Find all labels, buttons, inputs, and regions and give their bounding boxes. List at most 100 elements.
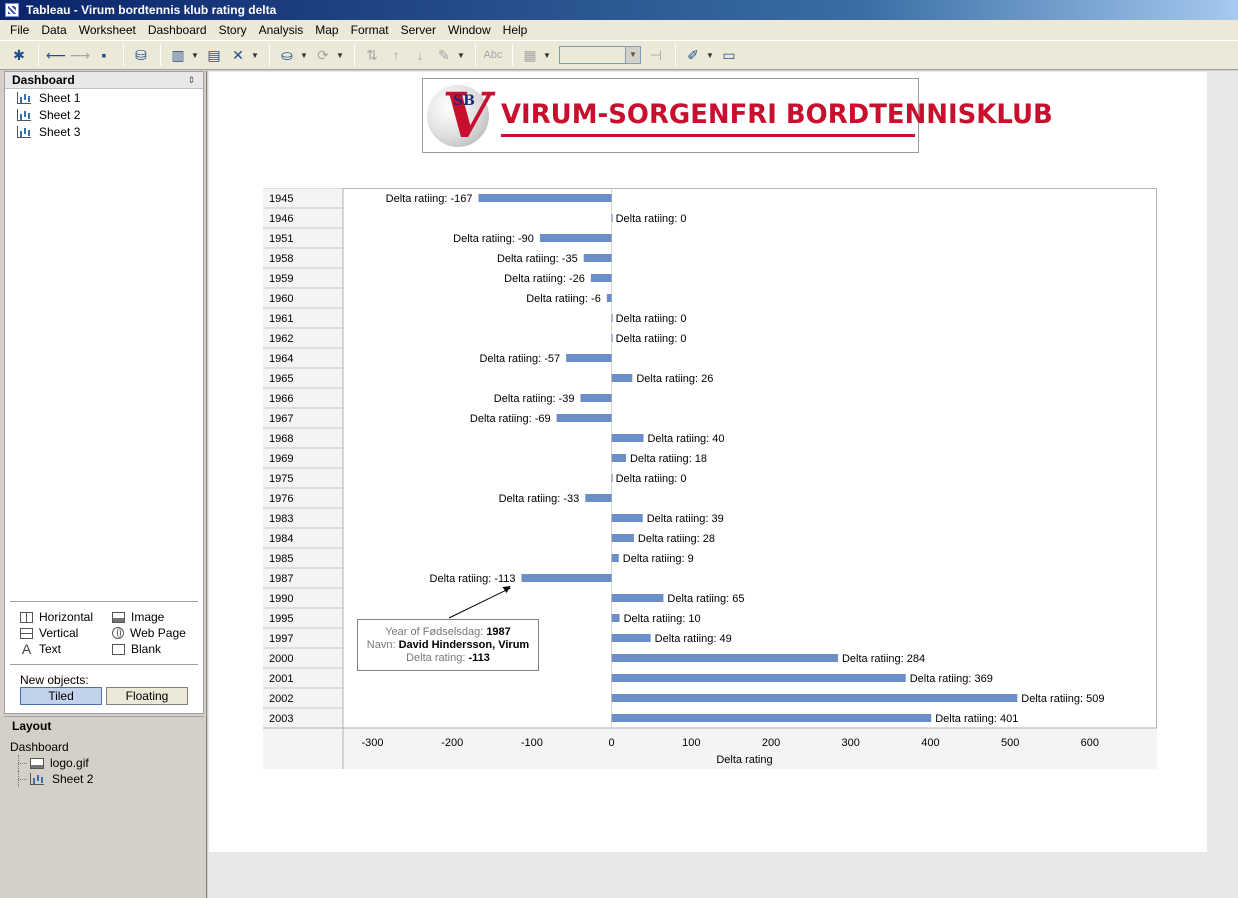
- bar[interactable]: [611, 454, 626, 462]
- bar[interactable]: [611, 334, 613, 342]
- row-label-year: 1961: [269, 313, 293, 325]
- object-text[interactable]: A Text: [20, 641, 61, 657]
- new-data-source-icon[interactable]: ⛁: [135, 46, 147, 63]
- bar[interactable]: [611, 594, 664, 602]
- pause-updates-icon[interactable]: ⛀: [281, 46, 293, 63]
- delta-rating-bar-chart[interactable]: 1945 Delta ratiing: -167 1946 Delta ratiing…: [263, 188, 1157, 769]
- duplicate-sheet-icon[interactable]: ▤: [207, 46, 221, 63]
- menu-file[interactable]: File: [10, 23, 30, 37]
- bar[interactable]: [585, 494, 612, 502]
- menu-story[interactable]: Story: [218, 23, 247, 37]
- menu-worksheet[interactable]: Worksheet: [78, 23, 136, 37]
- bar[interactable]: [583, 254, 612, 262]
- dropdown-caret-icon[interactable]: ▼: [336, 50, 344, 60]
- bar[interactable]: [611, 634, 651, 642]
- pin-icon[interactable]: ⊣: [649, 46, 663, 63]
- menu-server[interactable]: Server: [400, 23, 436, 37]
- bar[interactable]: [611, 514, 643, 522]
- text-object-icon: A: [21, 641, 32, 657]
- fit-icon[interactable]: ▦: [523, 46, 537, 63]
- object-vertical[interactable]: Vertical: [20, 625, 78, 641]
- x-axis-title: Delta rating: [716, 754, 772, 766]
- forward-arrow-icon[interactable]: ⟶: [69, 46, 91, 63]
- toolbar: ✱ ⟵ ⟶ ▪ ⛁ ▥ ▼ ▤ ✕ ▼ ⛀ ▼ ⟳ ▼ ⇅ ↑ ↓ ✎ ▼ Abc ▦ ▼ ▼ ⊣ ✐ ▼ ▭: [0, 40, 1238, 70]
- menu-dashboard[interactable]: Dashboard: [147, 23, 207, 37]
- sort-descending-icon[interactable]: ↓: [416, 47, 424, 63]
- row-label-year: 1965: [269, 373, 293, 385]
- tableau-logo-icon[interactable]: ✱: [13, 46, 25, 63]
- bar[interactable]: [611, 534, 634, 542]
- bar[interactable]: [521, 574, 612, 582]
- bar[interactable]: [611, 694, 1018, 702]
- menu-map[interactable]: Map: [315, 23, 339, 37]
- presentation-icon[interactable]: ▭: [722, 46, 736, 63]
- floating-button[interactable]: Floating: [106, 687, 188, 705]
- bar[interactable]: [556, 414, 612, 422]
- back-arrow-icon[interactable]: ⟵: [45, 46, 67, 63]
- bar[interactable]: [611, 214, 613, 222]
- layout-item-logo[interactable]: logo.gif: [4, 755, 204, 771]
- bar[interactable]: [590, 274, 612, 282]
- axis-footer-background: [263, 728, 1157, 769]
- bar-chart-icon: [17, 91, 31, 104]
- bar[interactable]: [611, 434, 644, 442]
- dropdown-caret-icon[interactable]: ▼: [543, 50, 551, 60]
- bar[interactable]: [611, 554, 619, 562]
- bar-label: Delta ratiing: 10: [624, 613, 701, 625]
- object-web-page[interactable]: Web Page: [112, 625, 186, 641]
- layout-item-sheet2[interactable]: Sheet 2: [4, 771, 204, 787]
- divider: [10, 664, 198, 665]
- sort-ascending-icon[interactable]: ↑: [392, 47, 400, 63]
- sheet-item-2[interactable]: Sheet 2: [5, 106, 203, 123]
- dropdown-caret-icon[interactable]: ▼: [706, 50, 714, 60]
- bar[interactable]: [566, 354, 612, 362]
- dropdown-caret-icon[interactable]: ▼: [251, 50, 259, 60]
- menu-window[interactable]: Window: [447, 23, 491, 37]
- layout-tree-root[interactable]: Dashboard: [10, 740, 69, 754]
- bar[interactable]: [580, 394, 612, 402]
- dashboard-sheets-panel: Dashboard ⇕ Sheet 1 Sheet 2 Sheet 3: [4, 71, 204, 714]
- bar-label: Delta ratiing: 0: [616, 313, 687, 325]
- bar[interactable]: [611, 314, 613, 322]
- highlight-icon[interactable]: ✎: [438, 46, 450, 63]
- sort-icon[interactable]: ⇕: [187, 75, 195, 85]
- sheet-item-3[interactable]: Sheet 3: [5, 123, 203, 140]
- sheet-item-1[interactable]: Sheet 1: [5, 89, 203, 106]
- object-horizontal[interactable]: Horizontal: [20, 609, 93, 625]
- bar[interactable]: [611, 614, 620, 622]
- bar[interactable]: [611, 674, 906, 682]
- save-icon[interactable]: ▪: [101, 47, 107, 63]
- bar[interactable]: [611, 654, 838, 662]
- fit-select[interactable]: ▼: [559, 46, 641, 64]
- dropdown-caret-icon[interactable]: ▼: [191, 50, 199, 60]
- sheet-item-label: Sheet 1: [39, 90, 81, 105]
- bar[interactable]: [611, 714, 932, 722]
- club-logo[interactable]: V SB VIRUM-SORGENFRI BORDTENNISKLUB: [422, 78, 1053, 153]
- object-blank[interactable]: Blank: [112, 641, 161, 657]
- labels-icon[interactable]: Abc: [483, 49, 503, 61]
- dropdown-caret-icon[interactable]: ▼: [457, 50, 465, 60]
- swap-icon[interactable]: ⇅: [366, 46, 378, 63]
- bar[interactable]: [606, 294, 612, 302]
- bar-chart-icon: [30, 773, 44, 785]
- menu-help[interactable]: Help: [502, 23, 528, 37]
- clear-sheet-icon[interactable]: ✕: [232, 46, 244, 63]
- refresh-icon[interactable]: ⟳: [317, 46, 329, 63]
- bar[interactable]: [539, 234, 612, 242]
- row-header-background: [263, 188, 343, 728]
- bar[interactable]: [611, 474, 613, 482]
- menu-format[interactable]: Format: [350, 23, 389, 37]
- dropdown-caret-icon[interactable]: ▼: [300, 50, 308, 60]
- bar[interactable]: [611, 374, 633, 382]
- menu-data[interactable]: Data: [41, 23, 67, 37]
- object-image[interactable]: Image: [112, 609, 164, 625]
- bar-label: Delta ratiing: -57: [479, 353, 560, 365]
- annotate-icon[interactable]: ✐: [687, 46, 699, 63]
- bar[interactable]: [478, 194, 612, 202]
- menu-analysis[interactable]: Analysis: [258, 23, 304, 37]
- bar-label: Delta ratiing: 40: [647, 433, 724, 445]
- row-label-year: 1984: [269, 533, 293, 545]
- new-worksheet-icon[interactable]: ▥: [171, 46, 185, 63]
- tiled-button[interactable]: Tiled: [20, 687, 102, 705]
- layout-panel: Layout Dashboard logo.gif Sheet 2: [4, 714, 204, 898]
